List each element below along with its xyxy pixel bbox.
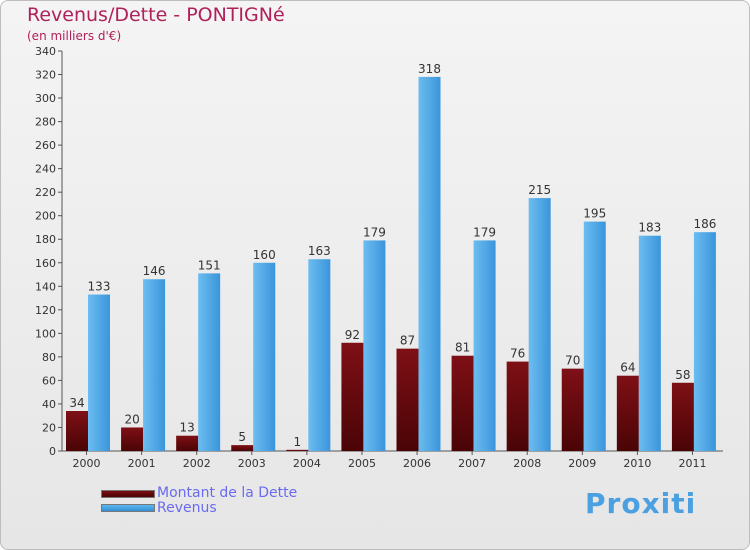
x-tick-label: 2005 <box>348 457 376 470</box>
logo-text: Proxiti <box>585 487 697 520</box>
bar-revenue <box>528 198 551 451</box>
bar-debt <box>176 435 199 451</box>
x-tick-label: 2010 <box>623 457 651 470</box>
y-tick-label: 120 <box>35 304 56 317</box>
y-tick-label: 80 <box>42 351 56 364</box>
bars <box>66 76 716 451</box>
y-tick-label: 320 <box>35 69 56 82</box>
bar-debt <box>341 342 364 451</box>
y-tick-label: 180 <box>35 233 56 246</box>
bar-revenue <box>693 232 716 451</box>
data-label-revenue: 183 <box>638 221 661 235</box>
bar-debt <box>451 355 474 451</box>
data-label-debt: 1 <box>294 435 302 449</box>
y-tick-label: 20 <box>42 421 56 434</box>
x-tick-label: 2006 <box>403 457 431 470</box>
data-label-debt: 76 <box>510 347 525 361</box>
y-tick-label: 300 <box>35 92 56 105</box>
axes: 0204060801001201401601802002202402602803… <box>35 45 723 470</box>
legend-swatch-revenue <box>101 504 155 512</box>
data-label-revenue: 179 <box>473 225 496 239</box>
x-tick-label: 2003 <box>238 457 266 470</box>
y-tick-label: 240 <box>35 163 56 176</box>
x-tick-label: 2008 <box>513 457 541 470</box>
x-tick-label: 2007 <box>458 457 486 470</box>
bar-revenue <box>198 273 221 451</box>
x-tick-label: 2002 <box>183 457 211 470</box>
bar-revenue <box>253 262 276 451</box>
bar-revenue <box>363 240 386 451</box>
y-tick-label: 220 <box>35 186 56 199</box>
data-label-revenue: 318 <box>418 62 441 76</box>
data-label-revenue: 179 <box>363 225 386 239</box>
data-labels: 34 133 20 146 13 151 5 160 1 163 92 179 87 318 81 179 76… <box>69 62 716 449</box>
bar-revenue <box>418 76 441 451</box>
legend-label-revenue: Revenus <box>157 500 217 516</box>
x-tick-label: 2000 <box>73 457 101 470</box>
bar-revenue <box>143 279 166 451</box>
x-tick-label: 2001 <box>128 457 156 470</box>
data-label-debt: 34 <box>69 396 84 410</box>
bar-revenue <box>473 240 496 451</box>
bar-debt <box>561 368 584 451</box>
chart-title: Revenus/Dette - PONTIGNé <box>27 4 285 26</box>
x-tick-label: 2011 <box>678 457 706 470</box>
data-label-debt: 92 <box>345 328 360 342</box>
data-label-debt: 5 <box>238 430 246 444</box>
bar-debt <box>231 445 254 451</box>
bar-chart: 0204060801001201401601802002202402602803… <box>35 45 723 470</box>
y-tick-label: 260 <box>35 139 56 152</box>
bar-debt <box>671 382 694 451</box>
y-tick-label: 160 <box>35 257 56 270</box>
bar-debt <box>121 427 144 451</box>
bar-revenue <box>88 294 110 451</box>
bar-revenue <box>638 235 661 451</box>
data-label-debt: 70 <box>565 354 580 368</box>
data-label-revenue: 160 <box>253 248 276 262</box>
y-tick-label: 0 <box>49 445 56 458</box>
data-label-revenue: 195 <box>583 207 606 221</box>
bar-debt <box>66 411 88 451</box>
x-tick-label: 2004 <box>293 457 321 470</box>
bar-debt <box>506 361 529 451</box>
y-tick-label: 60 <box>42 374 56 387</box>
data-label-debt: 13 <box>180 421 195 435</box>
proxiti-logo: Proxiti <box>585 487 696 520</box>
x-tick-label: 2009 <box>568 457 596 470</box>
data-label-revenue: 215 <box>528 183 551 197</box>
data-label-revenue: 186 <box>693 217 716 231</box>
legend-label-debt: Montant de la Dette <box>157 485 298 501</box>
bar-debt <box>396 348 419 451</box>
bar-revenue <box>308 259 331 451</box>
data-label-debt: 81 <box>455 341 470 355</box>
y-tick-label: 40 <box>42 398 56 411</box>
data-label-revenue: 163 <box>308 244 331 258</box>
y-tick-label: 140 <box>35 280 56 293</box>
bar-revenue <box>583 221 606 451</box>
y-tick-label: 100 <box>35 327 56 340</box>
bar-debt <box>286 449 309 451</box>
data-label-debt: 58 <box>675 368 690 382</box>
bar-debt <box>616 375 639 451</box>
data-label-revenue: 146 <box>143 264 166 278</box>
data-label-debt: 64 <box>620 361 635 375</box>
data-label-revenue: 133 <box>88 280 111 294</box>
data-label-debt: 87 <box>400 334 415 348</box>
chart-subtitle: (en milliers d'€) <box>27 29 122 43</box>
y-tick-label: 280 <box>35 116 56 129</box>
y-tick-label: 200 <box>35 210 56 223</box>
y-tick-label: 340 <box>35 45 56 58</box>
data-label-revenue: 151 <box>198 258 221 272</box>
legend-swatch-debt <box>101 490 155 498</box>
data-label-debt: 20 <box>124 412 139 426</box>
